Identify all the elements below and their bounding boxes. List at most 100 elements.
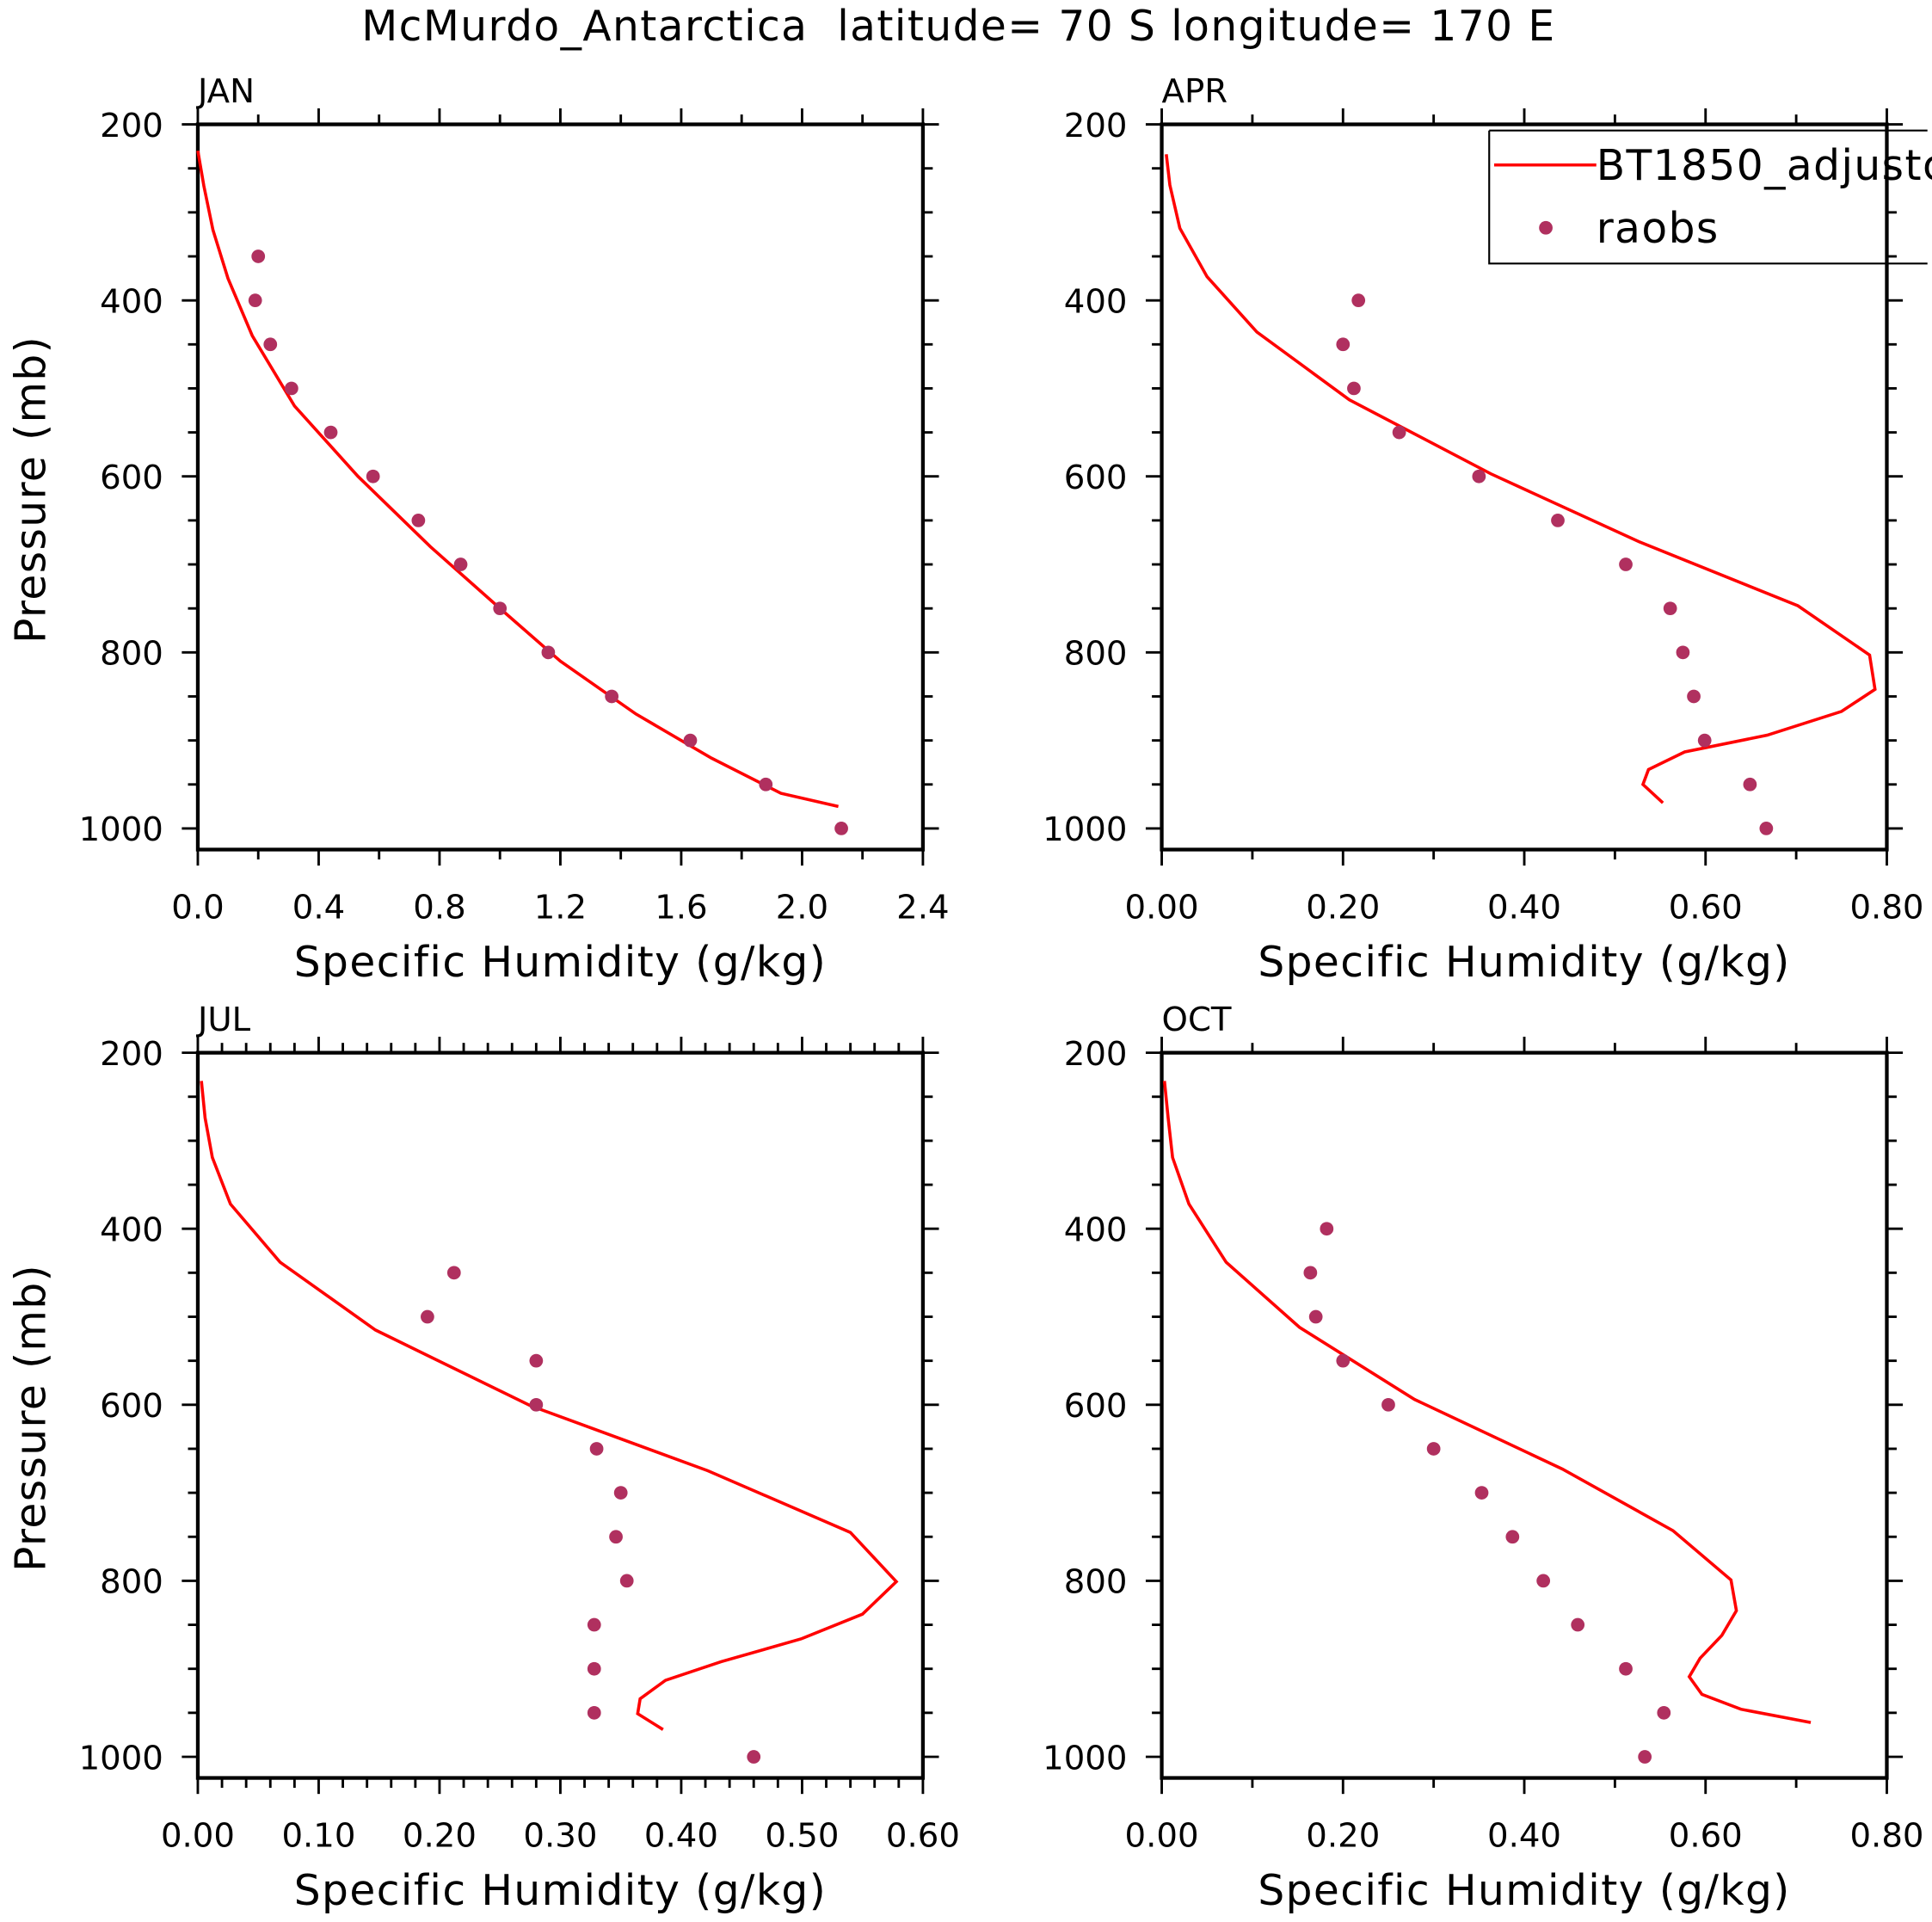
y-tick-label: 1000 bbox=[1043, 1739, 1127, 1777]
raobs-point bbox=[1505, 1530, 1520, 1544]
raobs-point bbox=[453, 558, 468, 571]
legend-label-obs: raobs bbox=[1597, 205, 1720, 253]
raobs-point bbox=[1474, 1486, 1489, 1500]
figure-title: McMurdo_Antarctica latitude= 70 S longit… bbox=[361, 3, 1555, 51]
model-line bbox=[200, 1081, 899, 1731]
raobs-point bbox=[1320, 1222, 1334, 1236]
legend-label-model: BT1850_adjustcl bbox=[1597, 142, 1932, 190]
raobs-point bbox=[1657, 1705, 1671, 1720]
y-tick-label: 600 bbox=[1064, 1387, 1128, 1426]
x-axis-title: Specific Humidity (g/kg) bbox=[1258, 939, 1790, 987]
raobs-point bbox=[1351, 293, 1366, 308]
raobs-point bbox=[529, 1353, 544, 1368]
raobs-point bbox=[1743, 777, 1757, 792]
x-axis-title: Specific Humidity (g/kg) bbox=[294, 939, 827, 987]
x-tick-label: 0.20 bbox=[1306, 1817, 1380, 1856]
x-tick-label: 0.80 bbox=[1849, 889, 1923, 927]
y-tick-label: 200 bbox=[100, 107, 163, 145]
raobs-point bbox=[1336, 337, 1351, 352]
raobs-point bbox=[619, 1574, 634, 1588]
x-tick-label: 0.10 bbox=[281, 1817, 355, 1856]
y-tick-label: 600 bbox=[100, 1387, 163, 1426]
y-tick-label: 800 bbox=[1064, 635, 1128, 674]
panel-title: JAN bbox=[196, 72, 255, 111]
legend-dot-swatch bbox=[1539, 220, 1553, 235]
x-tick-label: 0.60 bbox=[886, 1817, 960, 1856]
panel-apr: 200 400 600 800 1000 0.00 0.20 0.40 0.60 0.80 Spec… bbox=[1043, 72, 1923, 987]
y-axis-title: Pressure (mb) bbox=[8, 1264, 56, 1572]
raobs-point bbox=[263, 337, 278, 352]
y-tick-label: 600 bbox=[1064, 459, 1128, 497]
raobs-point bbox=[493, 601, 508, 616]
x-tick-label: 2.0 bbox=[776, 889, 828, 927]
y-tick-label: 800 bbox=[100, 635, 163, 674]
x-tick-label: 1.2 bbox=[534, 889, 587, 927]
raobs-point bbox=[284, 381, 298, 396]
panel-jul: 200 400 600 800 1000 0.00 0.10 0.20 0.30 0.40 0.50… bbox=[8, 1001, 960, 1915]
raobs-point bbox=[1687, 689, 1701, 704]
raobs-point bbox=[613, 1486, 628, 1500]
raobs-point bbox=[446, 1266, 461, 1280]
raobs-point bbox=[1619, 1661, 1633, 1676]
model-line bbox=[196, 150, 839, 809]
x-tick-label: 0.30 bbox=[523, 1817, 597, 1856]
y-tick-label: 400 bbox=[100, 1211, 163, 1250]
x-tick-label: 0.8 bbox=[413, 889, 465, 927]
y-tick-label: 1000 bbox=[79, 1739, 163, 1777]
raobs-point bbox=[1426, 1442, 1441, 1456]
x-tick-label: 0.00 bbox=[1125, 1817, 1199, 1856]
raobs-point bbox=[1663, 601, 1677, 616]
raobs-point bbox=[421, 1309, 434, 1324]
y-tick-label: 800 bbox=[1064, 1563, 1128, 1602]
x-tick-label: 0.00 bbox=[1125, 889, 1199, 927]
raobs-point bbox=[1551, 514, 1565, 527]
raobs-point bbox=[1347, 381, 1361, 396]
raobs-point bbox=[587, 1617, 601, 1632]
raobs-point bbox=[1308, 1309, 1323, 1324]
y-tick-label: 400 bbox=[1064, 1211, 1128, 1250]
raobs-point bbox=[1676, 645, 1690, 660]
raobs-point bbox=[589, 1442, 604, 1456]
legend: BT1850_adjustcl raobs bbox=[1488, 129, 1932, 265]
x-tick-label: 0.0 bbox=[171, 889, 224, 927]
raobs-point bbox=[609, 1530, 623, 1544]
raobs-point bbox=[1303, 1266, 1318, 1280]
y-tick-label: 200 bbox=[1064, 107, 1128, 145]
raobs-point bbox=[251, 249, 266, 263]
y-tick-label: 400 bbox=[1064, 282, 1128, 321]
x-axis-title: Specific Humidity (g/kg) bbox=[1258, 1867, 1790, 1915]
x-tick-label: 0.4 bbox=[292, 889, 345, 927]
y-tick-label: 400 bbox=[100, 282, 163, 321]
raobs-point bbox=[834, 822, 848, 835]
raobs-point bbox=[605, 689, 619, 704]
raobs-point bbox=[541, 645, 556, 660]
raobs-point bbox=[248, 293, 262, 308]
x-tick-label: 0.60 bbox=[1669, 1817, 1743, 1856]
x-tick-label: 0.20 bbox=[1306, 889, 1380, 927]
raobs-point bbox=[747, 1750, 761, 1764]
raobs-point bbox=[587, 1705, 601, 1720]
raobs-point bbox=[1697, 733, 1712, 748]
y-tick-label: 1000 bbox=[79, 810, 163, 849]
x-tick-label: 0.20 bbox=[403, 1817, 477, 1856]
raobs-point bbox=[587, 1661, 601, 1676]
raobs-point bbox=[323, 425, 338, 440]
panel-title: JUL bbox=[196, 1001, 251, 1039]
raobs-point bbox=[366, 469, 380, 484]
model-line bbox=[1162, 1081, 1812, 1724]
y-tick-label: 600 bbox=[100, 459, 163, 497]
plot-frame bbox=[195, 122, 926, 852]
panel-oct: 200 400 600 800 1000 0.00 0.20 0.40 0.60 0.80 Spec… bbox=[1043, 1001, 1923, 1915]
y-tick-label: 200 bbox=[100, 1035, 163, 1074]
raobs-point bbox=[683, 733, 698, 748]
panel-jan: 200 400 600 800 1000 0.0 0.4 0.8 1.2 1.6 2.0 2.4 Spe… bbox=[8, 72, 950, 987]
x-tick-label: 0.80 bbox=[1849, 1817, 1923, 1856]
x-tick-label: 0.00 bbox=[161, 1817, 235, 1856]
plot-frame bbox=[1160, 1050, 1889, 1780]
model-line bbox=[1165, 154, 1877, 804]
y-axis-title: Pressure (mb) bbox=[8, 336, 56, 644]
x-tick-label: 0.40 bbox=[1487, 1817, 1561, 1856]
raobs-point bbox=[1619, 558, 1633, 571]
raobs-point bbox=[1381, 1397, 1395, 1412]
